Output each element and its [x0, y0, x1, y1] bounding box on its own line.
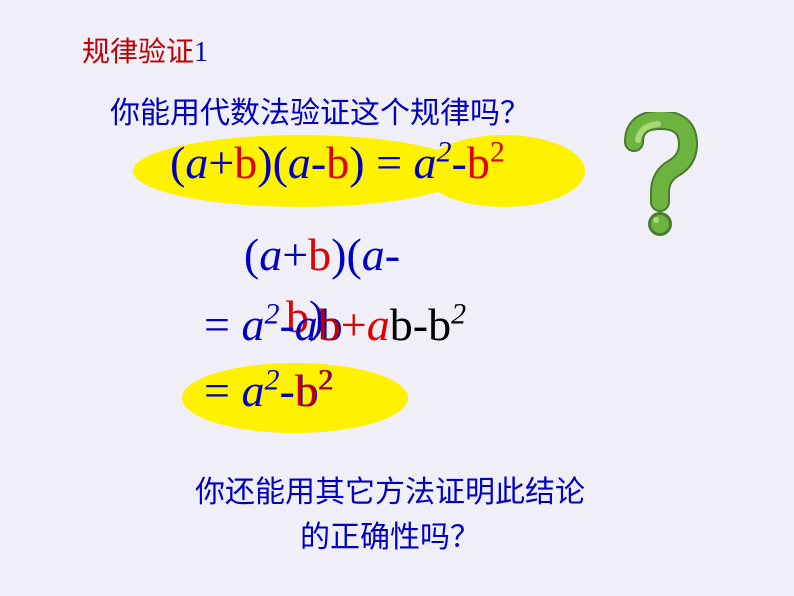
formula-main: (a+b)(a-b) = a2-b2	[170, 136, 505, 189]
slide: 规律验证1 你能用代数法验证这个规律吗？ (a+b)(a-b) = a2-b2 …	[0, 0, 794, 596]
formula-step2: = a2-ab+ab-b2	[204, 298, 466, 351]
q2-line2: 的正确性吗？	[300, 521, 480, 554]
formula-step1a: (a+b)(a-	[222, 228, 422, 281]
title-red: 规律验证	[82, 37, 194, 68]
formula-result: = a2-b2	[204, 364, 333, 417]
q2-line1: 你还能用其它方法证明此结论	[195, 476, 585, 509]
title: 规律验证1	[82, 30, 208, 70]
question-mark-icon	[618, 112, 702, 247]
title-blue: 1	[194, 37, 208, 68]
question-2: 你还能用其它方法证明此结论 的正确性吗？	[110, 470, 670, 560]
question-1: 你能用代数法验证这个规律吗？	[110, 88, 530, 132]
